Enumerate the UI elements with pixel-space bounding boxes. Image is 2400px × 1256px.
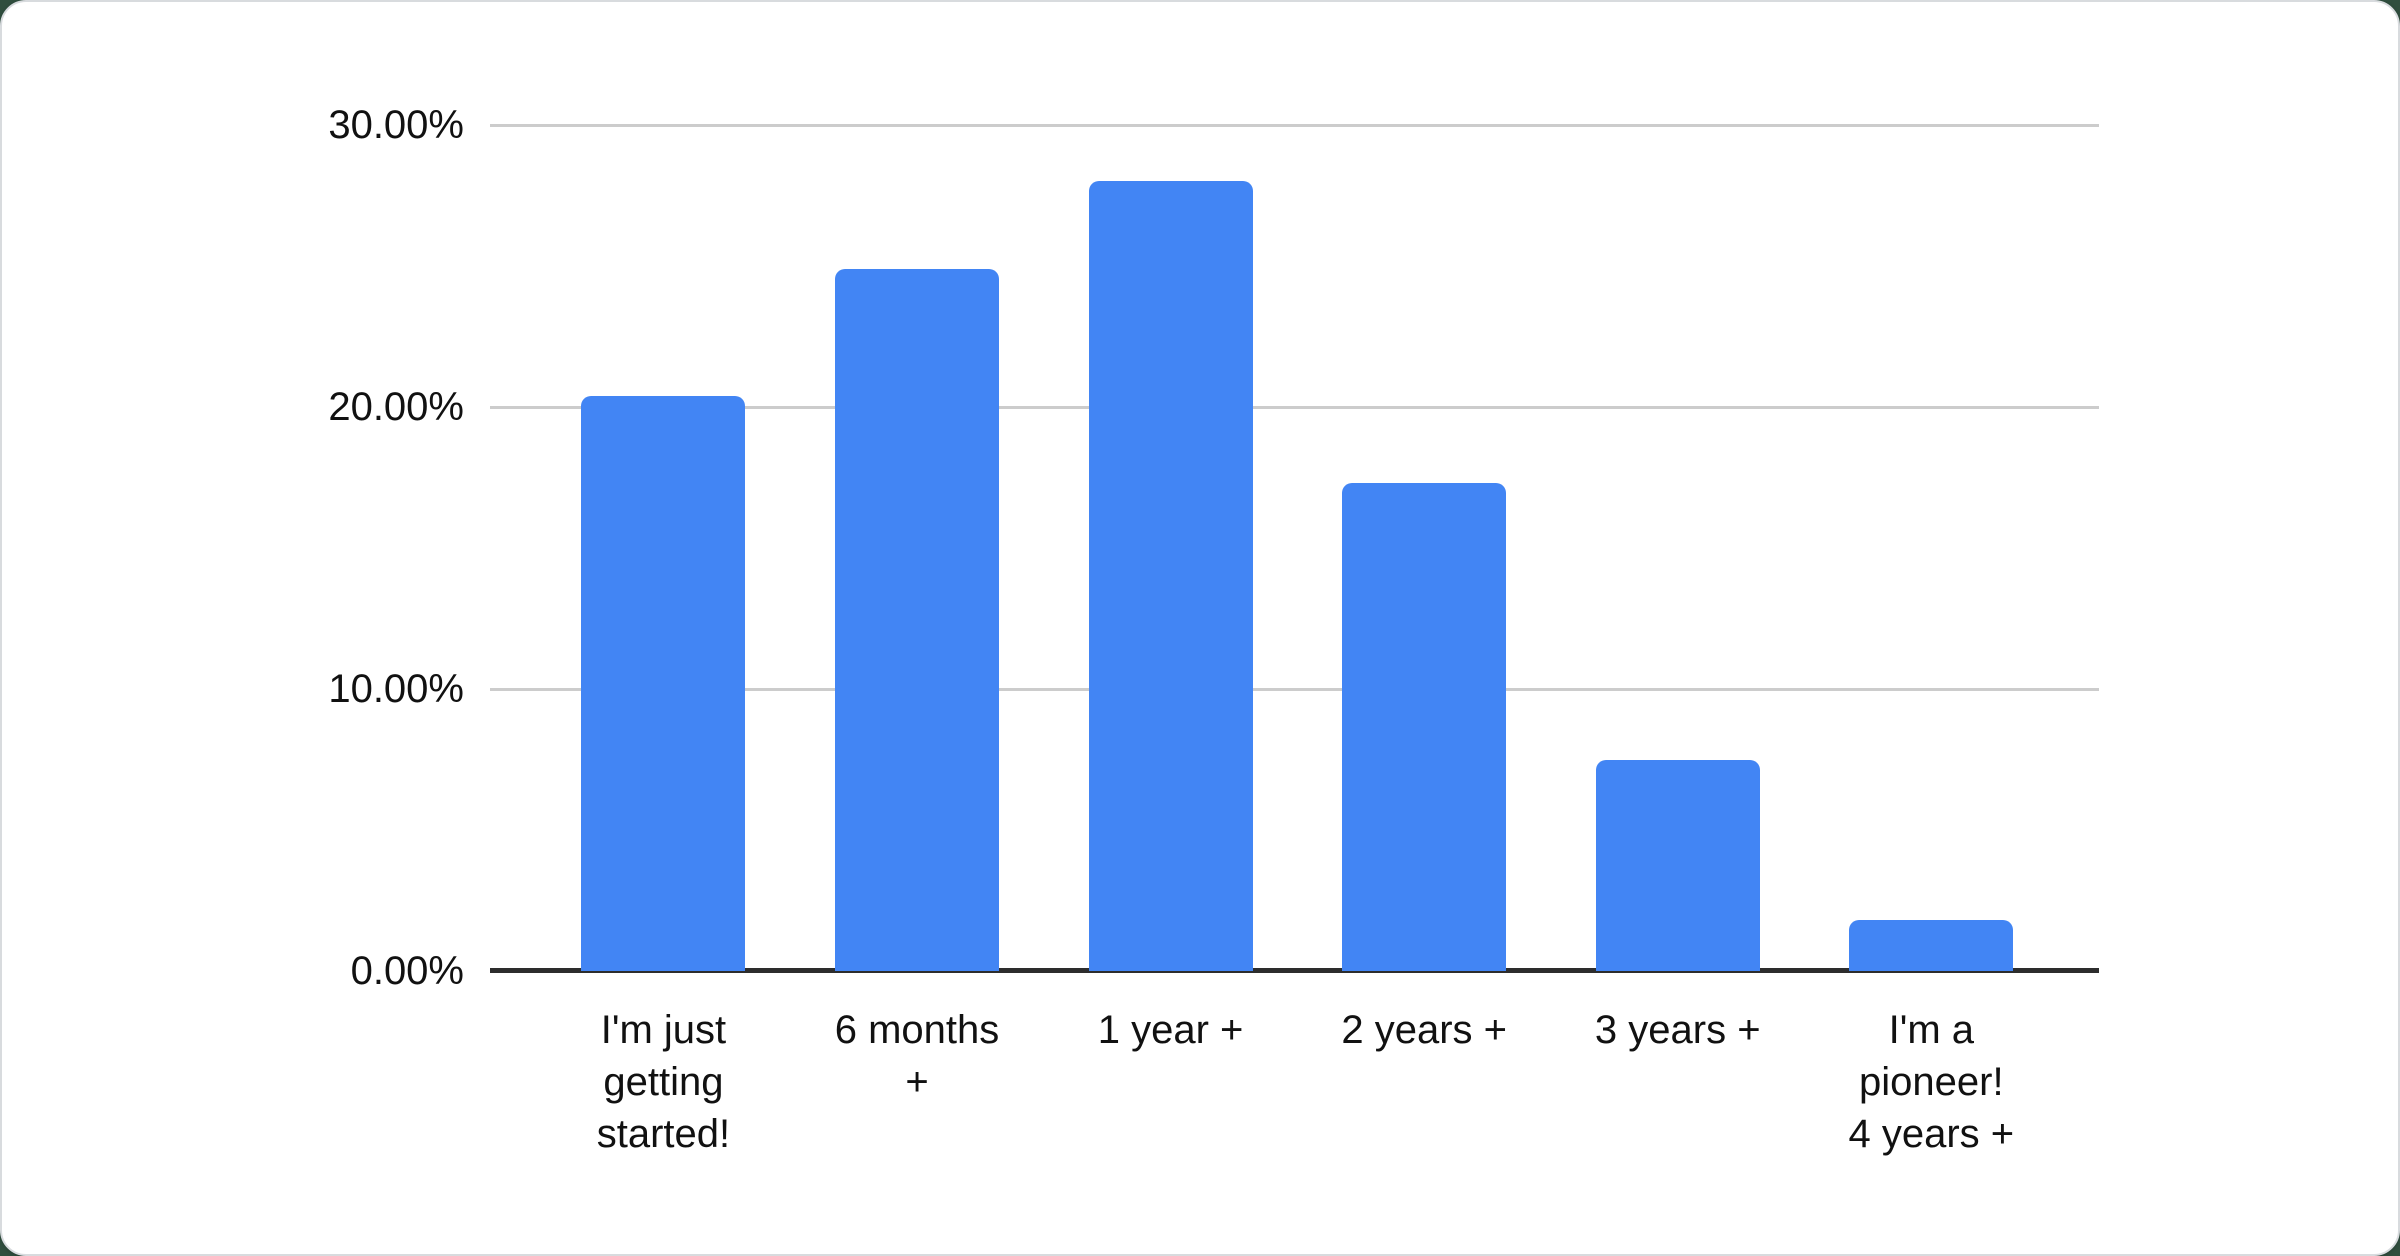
x-axis-category-label: 2 years + [1284, 1004, 1564, 1056]
x-axis-category-label: I'm just getting started! [523, 1004, 803, 1160]
bar-6[interactable] [1849, 920, 2014, 971]
x-axis-category-label-line: 4 years + [1848, 1112, 2015, 1156]
x-axis-category-label-line: 2 years + [1341, 1008, 1507, 1052]
x-axis-category-label-line: started! [596, 1112, 731, 1156]
plot-area [490, 124, 2099, 973]
x-axis-category-label: 3 years + [1538, 1004, 1818, 1056]
bar-4[interactable] [1342, 483, 1507, 971]
x-axis-category-label-line: pioneer! [1859, 1060, 2004, 1104]
y-axis-tick-label: 20.00% [328, 385, 464, 429]
bar-2[interactable] [835, 268, 1000, 971]
x-axis-category-label: 6 months + [777, 1004, 1057, 1108]
x-axis-category-label-line: 3 years + [1594, 1008, 1761, 1052]
x-axis-category-label-line: 6 months [834, 1008, 1000, 1052]
bar-1[interactable] [581, 395, 746, 971]
x-axis-category-label-line: getting [603, 1060, 724, 1104]
gridline-20.00% [490, 406, 2099, 409]
x-axis-category-label-line: I'm a [1888, 1008, 1975, 1052]
x-axis-category-label-line: + [905, 1060, 929, 1104]
x-axis-category-label-line: 1 year + [1097, 1008, 1244, 1052]
bar-5[interactable] [1595, 759, 1760, 971]
bar-3[interactable] [1088, 181, 1253, 971]
y-axis-tick-label: 30.00% [328, 103, 464, 147]
y-axis-tick-label: 0.00% [350, 949, 464, 993]
gridline-30.00% [490, 124, 2099, 127]
y-axis-tick-label: 10.00% [328, 667, 464, 711]
x-axis-category-label: I'm a pioneer! 4 years + [1791, 1004, 2071, 1160]
x-axis-category-label: 1 year + [1031, 1004, 1311, 1056]
x-axis-category-label-line: I'm just [600, 1008, 727, 1052]
gridline-10.00% [490, 688, 2099, 691]
x-axis-line [490, 968, 2099, 973]
